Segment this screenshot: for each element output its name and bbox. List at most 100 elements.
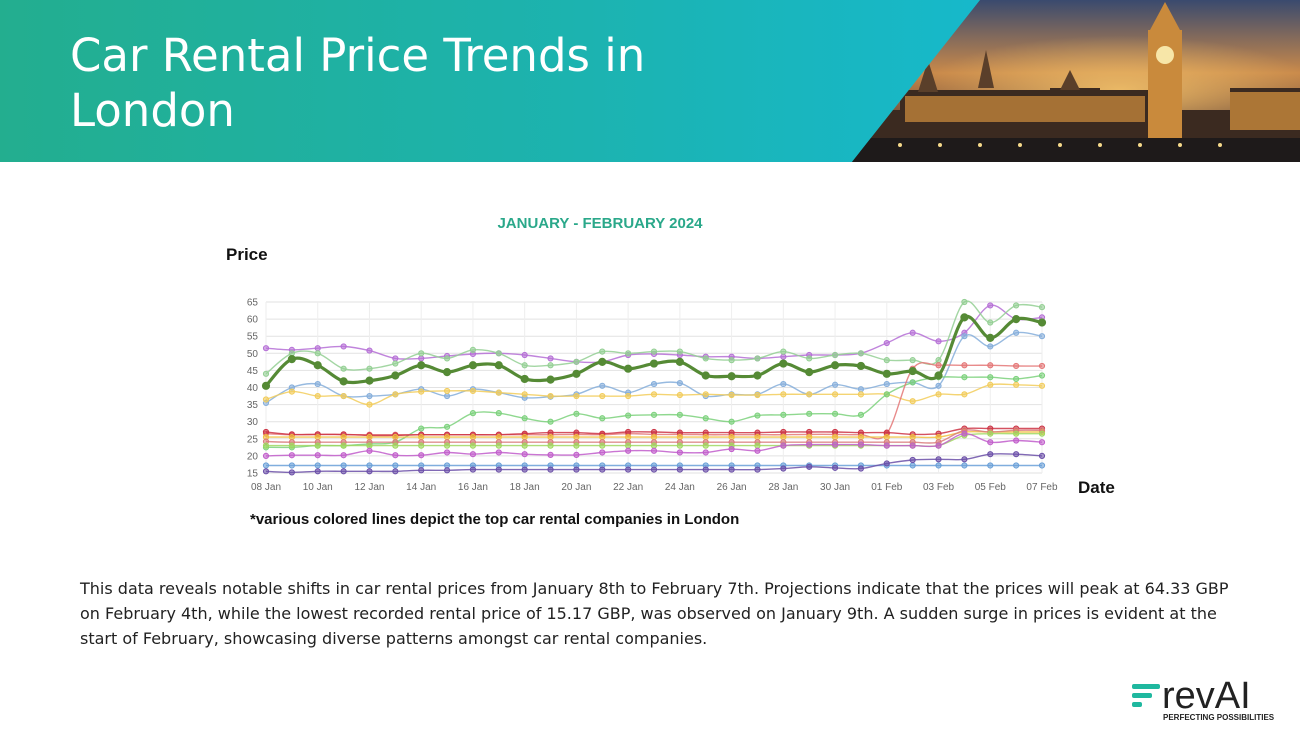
data-point [650,391,658,398]
data-point [262,452,270,459]
x-tick-label: 26 Jan [717,482,747,493]
data-point [392,433,399,441]
data-point [728,466,735,473]
y-tick-label: 65 [247,298,259,309]
data-point [1013,437,1020,444]
data-point [625,350,632,357]
data-point [754,412,761,419]
data-point [1013,462,1020,469]
x-axis-label: Date [1078,478,1115,497]
data-point [314,350,321,357]
data-point [909,462,916,469]
data-point [599,415,606,422]
data-point [702,466,709,473]
data-point [1038,333,1046,340]
data-point [987,374,994,381]
data-point [314,380,321,388]
data-point [443,449,451,456]
data-point [573,433,580,441]
data-point [676,433,683,441]
data-point [469,466,477,473]
data-point [676,411,683,418]
data-point [676,348,683,355]
data-point [676,442,683,449]
data-point [495,350,502,357]
data-point [418,467,425,474]
data-point [831,410,839,417]
data-point [753,371,762,380]
data-point [702,449,709,456]
data-point [987,381,994,388]
data-point [780,433,787,441]
data-point [883,442,890,449]
data-point [650,380,658,388]
data-point [1038,372,1046,379]
data-point [625,466,632,473]
data-point [288,452,295,459]
data-point [831,351,839,359]
data-point [909,379,916,386]
data-point [547,392,554,400]
data-point [780,442,787,449]
data-point [625,428,632,436]
data-point [573,410,580,417]
x-tick-label: 18 Jan [510,482,540,493]
data-point [987,430,994,437]
x-tick-label: 03 Feb [923,482,955,493]
data-point [340,442,347,449]
data-point [961,298,968,306]
data-point [857,411,865,418]
data-point [780,465,787,472]
data-point [909,398,916,405]
data-point [547,442,554,449]
data-point [1038,439,1046,446]
data-point [728,357,735,364]
data-point [1038,462,1046,469]
data-point [495,433,502,441]
y-tick-label: 15 [247,469,259,480]
x-tick-label: 08 Jan [251,482,281,493]
data-point [547,418,554,425]
data-point [1013,381,1020,388]
data-point [831,428,839,436]
data-point [702,433,709,441]
data-point [754,433,761,441]
data-point [340,468,347,475]
x-tick-label: 05 Feb [975,482,1007,493]
data-point [806,391,813,398]
data-point [366,347,373,354]
data-point [987,451,994,458]
data-point [780,428,787,436]
data-point [288,388,295,395]
data-point [1012,315,1021,324]
data-point [521,442,528,449]
data-point [1038,362,1046,370]
data-point [728,433,735,441]
data-point [961,456,968,463]
data-point [987,343,994,350]
data-point [650,411,658,418]
data-point [754,447,761,454]
data-point [987,302,994,309]
series-14 [262,451,1046,476]
data-point [625,412,632,419]
data-point [909,329,916,336]
x-tick-label: 24 Jan [665,482,695,493]
x-tick-label: 14 Jan [406,482,436,493]
data-point [675,357,684,366]
data-point [521,451,528,458]
header-photo [852,0,1300,162]
data-point [546,375,555,384]
data-point [366,365,373,372]
data-point [830,361,840,370]
data-point [366,442,373,449]
data-point [262,428,270,436]
data-point [857,386,865,393]
data-point [392,452,399,459]
data-point [831,464,839,471]
data-point [314,442,321,449]
data-point [806,410,813,417]
y-tick-label: 30 [247,417,259,428]
data-point [288,462,295,469]
data-point [547,466,554,473]
